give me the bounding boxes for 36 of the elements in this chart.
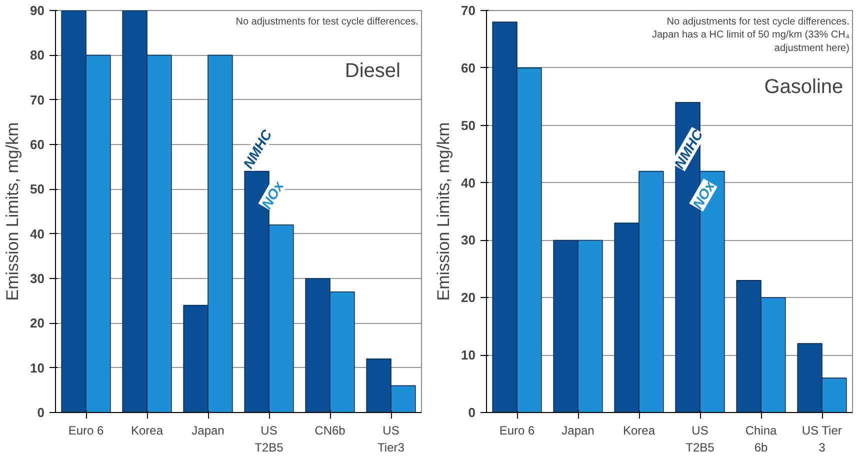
y-tick-label: 0 xyxy=(468,405,476,420)
y-tick-label: 50 xyxy=(461,118,476,133)
y-tick-label: 30 xyxy=(461,232,476,248)
y-tick-label: 40 xyxy=(30,226,45,242)
y-tick-label: 0 xyxy=(37,405,45,420)
x-tick-label: Korea xyxy=(622,424,656,438)
y-axis-title: Emission Limits, mg/km xyxy=(434,122,454,301)
x-tick-label: US Tier 3 xyxy=(802,424,842,454)
x-tick-label: US T2B5 xyxy=(254,424,284,454)
x-tick-label: Japan xyxy=(562,424,594,438)
x-tick-label: CN6b xyxy=(314,424,346,438)
x-tick-label: Japan xyxy=(192,424,224,438)
y-tick-label: 10 xyxy=(30,360,45,376)
x-tick-label: China 6b xyxy=(745,424,778,454)
annotation: No adjustments for test cycle differences. xyxy=(236,16,418,28)
y-tick-label: 50 xyxy=(30,182,45,197)
y-tick-label: 10 xyxy=(461,348,476,363)
y-tick-label: 40 xyxy=(461,175,476,190)
x-tick-label: US Tier3 xyxy=(378,424,405,454)
y-tick-label: 80 xyxy=(30,48,45,63)
annotation: No adjustments for test cycle differences. Japan has a HC limit of 50 mg/km (33% CH₄ adjustment here) xyxy=(652,16,850,54)
x-tick-label: Korea xyxy=(130,424,164,438)
y-tick-label: 20 xyxy=(461,290,476,306)
annotation: Gasoline xyxy=(764,76,844,98)
x-tick-label: Euro 6 xyxy=(68,424,104,438)
x-tick-label: Euro 6 xyxy=(499,424,536,438)
y-tick-label: 70 xyxy=(30,92,45,108)
annotation: Diesel xyxy=(344,60,400,82)
y-axis-title: Emission Limits, mg/km xyxy=(3,122,22,301)
y-tick-label: 60 xyxy=(461,60,476,76)
y-tick-label: 90 xyxy=(30,3,45,18)
y-tick-label: 20 xyxy=(30,316,45,331)
x-tick-label: US T2B5 xyxy=(686,424,715,454)
y-tick-label: 70 xyxy=(461,3,476,18)
y-tick-label: 60 xyxy=(30,137,45,152)
y-tick-label: 30 xyxy=(30,271,45,286)
